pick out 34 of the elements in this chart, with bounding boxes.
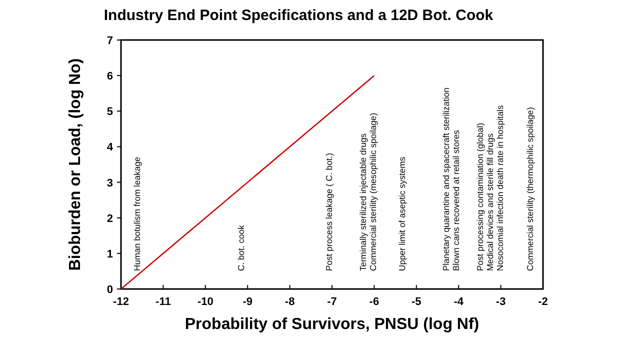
annotation: Blown cans recovered at retail stores — [451, 130, 461, 271]
annotation: Medical devices and sterile fill drugs — [485, 133, 495, 271]
y-tick-label: 3 — [106, 177, 113, 190]
annotation: Planetary quarantine and spacecraft sterilization — [441, 87, 451, 271]
x-tick-label: -5 — [412, 296, 422, 308]
x-tick-label: -8 — [284, 296, 295, 308]
x-tick-label: -10 — [197, 296, 214, 308]
x-tick-label: -2 — [538, 296, 548, 308]
annotation: Nosocomial infection death rate in hospitals — [495, 105, 505, 271]
annotation: Post processing contamination (global) — [475, 122, 485, 271]
x-tick-label: -11 — [156, 296, 171, 308]
annotation: Commercial sterility (mesophilic spoilage) — [368, 112, 378, 271]
y-tick-label: 4 — [106, 142, 114, 154]
y-tick-label: 7 — [106, 35, 113, 47]
x-tick-label: -4 — [454, 296, 464, 308]
y-tick-label: 1 — [106, 248, 113, 260]
annotation: Commercial sterility (thermophilic spoilage) — [525, 107, 535, 271]
y-tick-label: 6 — [106, 70, 113, 83]
y-tick-label: 0 — [106, 284, 113, 296]
annotation: Terminally sterilized injectable drugs — [358, 133, 368, 271]
x-axis-title: Probability of Survivors, PNSU (log Nf) — [184, 316, 480, 333]
annotation: Post process leakage ( C. bot.) — [324, 152, 334, 271]
annotation: C. bot. cook — [236, 224, 246, 271]
annotation: Human botulism from leakage — [132, 156, 142, 271]
x-tick-label: -9 — [242, 296, 252, 308]
x-tick-label: -12 — [113, 296, 129, 308]
y-tick-label: 2 — [106, 212, 113, 225]
chart-title: Industry End Point Specifications and a 12D Bot. Cook — [104, 7, 494, 24]
y-tick-label: 5 — [106, 106, 113, 118]
y-axis-title: Bioburden or Load, (log No) — [67, 58, 84, 271]
x-tick-label: -6 — [369, 296, 380, 308]
x-tick-label: -7 — [327, 296, 337, 308]
annotation: Upper limit of aseptic systems — [397, 156, 407, 271]
x-tick-label: -3 — [496, 296, 506, 308]
